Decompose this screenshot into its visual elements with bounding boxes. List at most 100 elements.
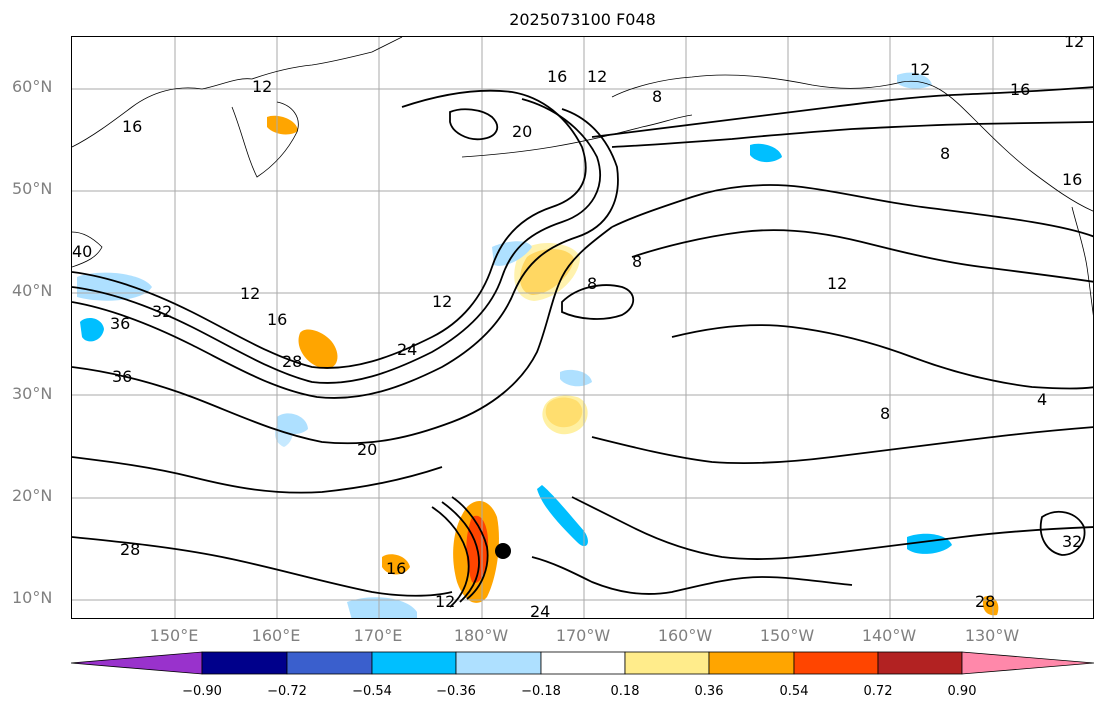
contour-label: 24: [530, 602, 550, 619]
contour-j: [611, 184, 1093, 238]
contour-label: 8: [632, 252, 642, 271]
contour-label: 32: [152, 302, 172, 321]
contour-g: [451, 496, 489, 600]
contour-label: 16: [267, 310, 287, 329]
colorbar-tick-label: −0.72: [267, 684, 307, 699]
contour-label: 8: [880, 404, 890, 423]
contour-p: [571, 496, 1093, 560]
contour-a: [72, 89, 587, 369]
colorbar-tick-label: 0.72: [863, 684, 893, 699]
contour-label: 12: [827, 274, 847, 293]
lon-label-140w: 140°W: [861, 626, 917, 645]
lat-label-60n: 60°N: [12, 77, 53, 96]
colorbar-segment: [286, 651, 373, 675]
shade-yellow-8n: [982, 596, 999, 616]
contour-label: 12: [435, 592, 455, 611]
contour-label: 16: [1062, 170, 1082, 189]
colorbar-tick-label: 0.54: [779, 684, 809, 699]
coastlines: [72, 37, 1093, 316]
shade-lightblue-42n: [492, 241, 532, 266]
contour-n: [611, 121, 1093, 148]
coastline-alaska: [611, 74, 1093, 212]
contour-label: 12: [587, 67, 607, 86]
contour-label: 20: [512, 122, 532, 141]
colorbar-segment: [71, 651, 203, 675]
coastline-siberia: [72, 37, 403, 148]
colorbar-segment: [624, 651, 710, 675]
contour-e: [72, 456, 443, 494]
lat-label-10n: 10°N: [12, 588, 53, 607]
contour-t: [1039, 510, 1086, 556]
coastline-na-west: [1071, 206, 1093, 316]
lat-label-20n: 20°N: [12, 486, 53, 505]
lon-label-160w: 160°W: [657, 626, 713, 645]
lon-label-150e: 150°E: [149, 626, 199, 645]
colorbar-segment: [961, 651, 1094, 675]
contour-label: 20: [357, 440, 377, 459]
contour-label: 12: [1064, 37, 1084, 51]
colorbar-tick-label: 0.36: [694, 684, 724, 699]
colorbar-tick-label: 0.18: [610, 684, 640, 699]
shade-orange-36n: [298, 329, 338, 369]
contour-label: 36: [110, 314, 130, 333]
lon-label-170w: 170°W: [555, 626, 611, 645]
shade-orange-12n: [382, 554, 410, 575]
contour-b: [72, 98, 601, 384]
shade-lightblue-20n-tc: [537, 485, 588, 547]
contour-f: [72, 536, 453, 597]
contour-label: 28: [975, 592, 995, 611]
contour-c: [72, 108, 619, 399]
shaded-fields: [77, 72, 999, 618]
graticule: [72, 37, 1093, 618]
contour-label: 40: [72, 242, 92, 261]
contour-q: [591, 426, 1093, 465]
contour-d: [72, 226, 613, 445]
colorbar-segment: [371, 651, 457, 675]
colorbar-segment: [708, 651, 795, 675]
contour-m: [591, 86, 1093, 138]
contour-s: [561, 284, 635, 320]
shade-lightblue-55n: [750, 143, 782, 163]
shade-orange-58n: [267, 115, 298, 135]
contour-h: [441, 501, 480, 603]
lat-label-30n: 30°N: [12, 384, 53, 403]
contour-label: 12: [910, 60, 930, 79]
contour-k: [631, 229, 1093, 283]
contour-label: 12: [240, 284, 260, 303]
contour-label: 28: [282, 352, 302, 371]
map-panel: 12 16 12 8 12 16 20 16 16 8 12 8 40 12 1…: [71, 36, 1094, 619]
shade-lightblue-40n: [77, 272, 152, 301]
contour-i: [431, 506, 470, 608]
lon-label-180w: 180°W: [453, 626, 509, 645]
lat-label-50n: 50°N: [12, 179, 53, 198]
lon-label-160e: 160°E: [251, 626, 301, 645]
shade-lightblue-8n: [347, 597, 417, 618]
lon-label-130w: 130°W: [964, 626, 1020, 645]
contour-label: 16: [547, 67, 567, 86]
contour-label: 8: [940, 144, 950, 163]
coastline-japan: [72, 231, 103, 268]
coastline-aleutians: [461, 114, 693, 158]
shade-lightblue-32n: [560, 369, 592, 387]
contours: [72, 86, 1093, 608]
shade-lightblue-61n: [897, 72, 932, 89]
contour-label: 8: [587, 274, 597, 293]
lon-label-150w: 150°W: [759, 626, 815, 645]
contour-l: [671, 324, 1093, 390]
contour-label: 36: [112, 367, 132, 386]
shade-yellow-30n: [542, 395, 588, 435]
colorbar-segment: [455, 651, 542, 675]
shade-blue-37n: [80, 317, 104, 342]
colorbar-segments: [71, 651, 1094, 675]
lat-label-40n: 40°N: [12, 281, 53, 300]
colorbar-segment: [793, 651, 879, 675]
contour-label: 16: [122, 117, 142, 136]
contour-label: 12: [432, 292, 452, 311]
contour-label: 32: [1062, 532, 1082, 551]
contour-label: 4: [1037, 390, 1047, 409]
contour-label: 16: [386, 559, 406, 578]
colorbar-segment: [540, 651, 626, 675]
contour-labels: 12 16 12 8 12 16 20 16 16 8 12 8 40 12 1…: [72, 37, 1084, 619]
contour-label: 12: [252, 77, 272, 96]
colorbar-segment: [201, 651, 288, 675]
